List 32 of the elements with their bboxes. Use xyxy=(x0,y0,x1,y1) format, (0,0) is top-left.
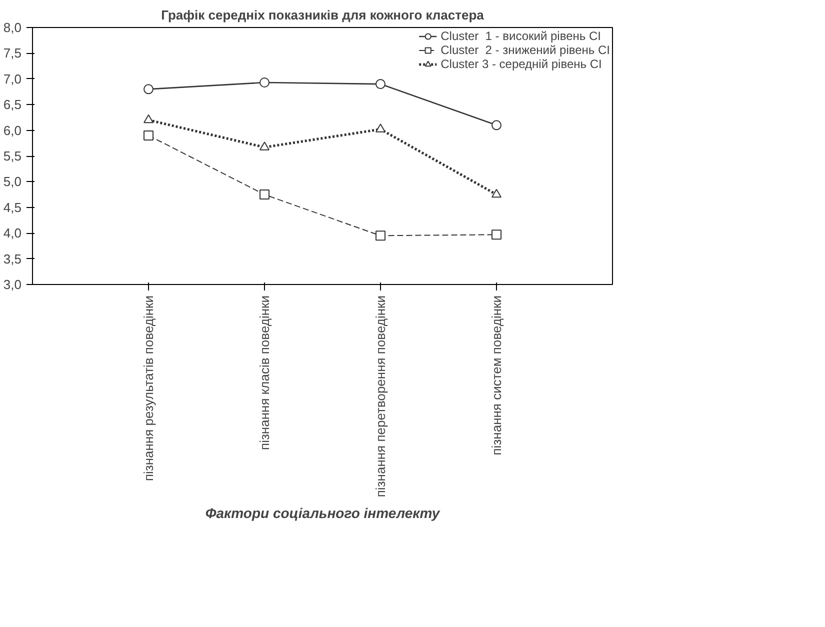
point xyxy=(492,120,502,130)
point xyxy=(376,124,386,132)
y-tick-label: 6,0 xyxy=(3,122,22,138)
y-tick-label: 7,5 xyxy=(3,46,22,61)
x-tick-label: пізнання перетворення поведінки xyxy=(373,295,388,498)
y-tick-label: 3,5 xyxy=(3,251,22,266)
y-tick-label: 5,5 xyxy=(3,148,22,164)
chart-title: Графік середніх показників для кожного кластера xyxy=(161,8,485,22)
y-tick-label: 7,0 xyxy=(3,71,22,86)
x-tick-label: пізнання класів поведінки xyxy=(257,295,272,450)
point xyxy=(144,130,154,140)
point xyxy=(260,78,270,88)
point xyxy=(492,188,502,198)
x-tick-label: пізнання систем поведінки xyxy=(489,296,504,456)
y-tick-label: 4,5 xyxy=(3,200,22,215)
y-tick-label: 3,0 xyxy=(3,277,22,292)
x-tick-label: пізнання результатів поведінки xyxy=(141,295,156,482)
y-tick-label: 8,0 xyxy=(3,20,22,35)
y-tick-label: 6,5 xyxy=(3,97,22,112)
point xyxy=(144,114,154,124)
y-tick-label: 5,0 xyxy=(3,174,22,190)
legend-label: Cluster 1 - високий рівень СІ xyxy=(440,29,601,43)
point xyxy=(492,230,502,240)
point xyxy=(376,79,386,90)
legend-label: Cluster 3 - середній рівень СІ xyxy=(440,57,602,71)
y-tick-label: 4,0 xyxy=(3,226,22,241)
point xyxy=(260,142,270,150)
legend-label: Cluster 2 - знижений рівень СІ xyxy=(440,43,610,57)
point xyxy=(376,230,386,241)
point xyxy=(144,84,154,94)
point xyxy=(260,190,270,200)
x-axis-title: Фактори соціального інтелекту xyxy=(205,505,441,522)
